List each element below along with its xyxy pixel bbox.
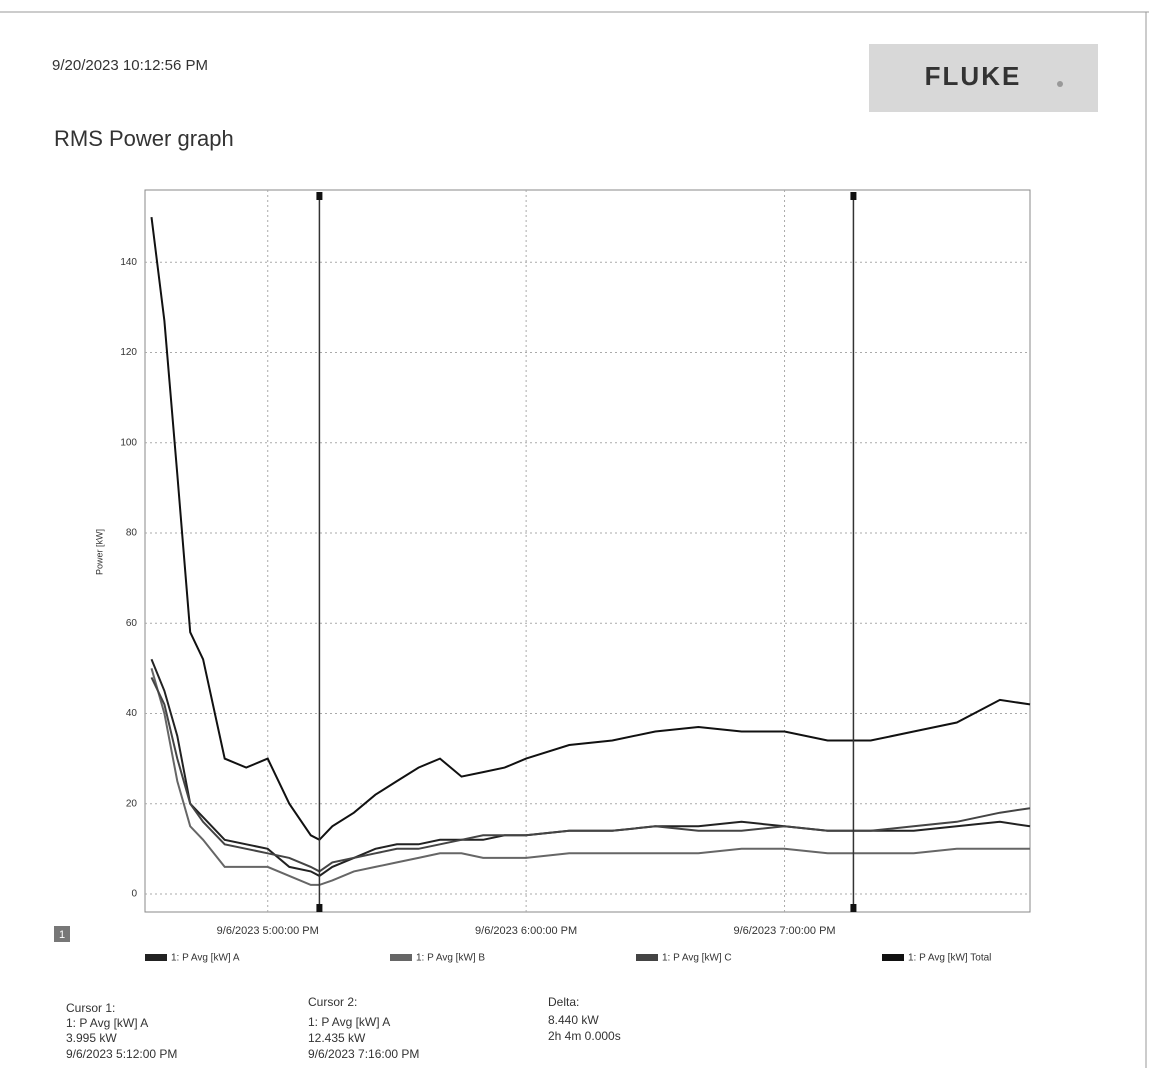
legend-label: 1: P Avg [kW] C xyxy=(662,953,732,964)
legend-swatch xyxy=(636,954,658,961)
delta-duration: 2h 4m 0.000s xyxy=(548,1029,621,1043)
cursor-series: 1: P Avg [kW] A xyxy=(308,1015,390,1029)
y-tick-label: 80 xyxy=(126,528,138,539)
plot-area xyxy=(144,189,1031,913)
logo-dot xyxy=(1057,81,1063,87)
y-tick-label: 120 xyxy=(120,347,137,358)
cursor-value: 3.995 kW xyxy=(66,1031,117,1045)
legend-swatch xyxy=(145,954,167,961)
y-tick-label: 100 xyxy=(120,437,137,448)
x-tick-label: 9/6/2023 5:00:00 PM xyxy=(217,925,319,937)
y-tick-label: 140 xyxy=(120,257,137,268)
chart-title: RMS Power graph xyxy=(54,126,234,151)
y-tick-label: 40 xyxy=(126,708,138,719)
cursor-value: 12.435 kW xyxy=(308,1031,366,1045)
y-tick-label: 60 xyxy=(126,618,138,629)
y-tick-label: 0 xyxy=(131,889,137,900)
cursor-time: 9/6/2023 5:12:00 PM xyxy=(66,1047,177,1061)
cursor-series: 1: P Avg [kW] A xyxy=(66,1016,148,1030)
y-axis-label: Power [kW] xyxy=(94,529,104,575)
cursor-time: 9/6/2023 7:16:00 PM xyxy=(308,1047,419,1061)
logo: FLUKE xyxy=(925,61,1022,91)
legend-label: 1: P Avg [kW] B xyxy=(416,953,485,964)
series-line xyxy=(150,216,1031,842)
delta-title: Delta: xyxy=(548,995,579,1009)
timestamp: 9/20/2023 10:12:56 PM xyxy=(52,57,208,74)
cursor-handle xyxy=(316,904,323,912)
legend-swatch xyxy=(882,954,904,961)
cursor-handle xyxy=(316,192,323,200)
cursor-title: Cursor 1: xyxy=(66,1001,115,1015)
cursor-handle xyxy=(850,904,857,912)
cursor-title: Cursor 2: xyxy=(308,995,357,1009)
legend-swatch xyxy=(390,954,412,961)
y-tick-label: 20 xyxy=(126,798,138,809)
panel-label: 1 xyxy=(59,929,65,941)
panel-label-box xyxy=(54,926,70,942)
delta-value: 8.440 kW xyxy=(548,1013,599,1027)
x-tick-label: 9/6/2023 6:00:00 PM xyxy=(475,925,577,937)
series-line xyxy=(150,676,1031,873)
legend-label: 1: P Avg [kW] A xyxy=(171,953,240,964)
logo-box xyxy=(869,44,1098,112)
legend-label: 1: P Avg [kW] Total xyxy=(908,953,991,964)
series-line xyxy=(150,668,1030,886)
x-tick-label: 9/6/2023 7:00:00 PM xyxy=(733,925,835,937)
cursor-handle xyxy=(850,192,857,200)
